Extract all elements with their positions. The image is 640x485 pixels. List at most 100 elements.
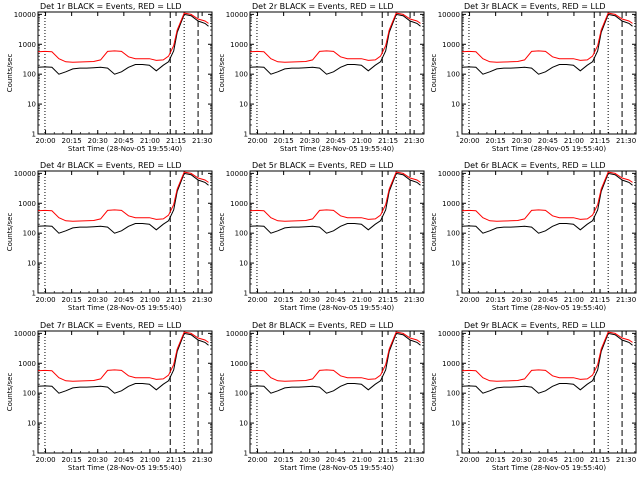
x-tick-label: 21:15 [166,137,186,145]
panel-title: Det 1r BLACK = Events, RED = LLD [40,2,182,11]
x-tick-label: 20:45 [326,137,346,145]
x-tick-label: 21:15 [590,296,610,304]
y-tick-label: 100 [447,230,460,238]
x-tick-label: 20:00 [247,296,267,304]
y-tick-label: 1 [456,131,460,139]
panel-title: Det 9r BLACK = Events, RED = LLD [464,321,606,330]
x-tick-label: 20:00 [35,296,55,304]
y-tick-label: 1 [244,131,248,139]
y-tick-label: 1 [32,290,36,298]
y-tick-label: 1000 [230,360,248,368]
x-tick-label: 20:00 [459,137,479,145]
y-tick-label: 1000 [230,41,248,49]
y-tick-label: 1 [456,290,460,298]
x-tick-label: 20:15 [486,296,506,304]
x-tick-label: 21:30 [404,456,424,464]
y-tick-label: 10 [239,420,248,428]
y-tick-label: 10000 [226,11,248,19]
y-tick-label: 10 [451,260,460,268]
x-tick-label: 20:45 [538,456,558,464]
y-tick-label: 1 [244,450,248,458]
y-axis-label: Counts/sec [430,213,438,252]
events-series-line [250,13,421,75]
y-tick-label: 10000 [14,11,36,19]
events-series-line [462,172,633,234]
y-tick-label: 1000 [230,200,248,208]
x-tick-label: 20:30 [300,456,320,464]
events-series-line [38,13,209,75]
x-tick-label: 20:30 [512,296,532,304]
x-tick-label: 21:15 [378,456,398,464]
x-tick-label: 20:15 [62,137,82,145]
x-tick-label: 20:00 [247,456,267,464]
x-tick-label: 21:15 [590,137,610,145]
x-tick-label: 20:45 [538,296,558,304]
x-tick-label: 20:45 [114,137,134,145]
chart-panel: Det 8r BLACK = Events, RED = LLD 1 10 100 10… [218,321,425,472]
y-axis-label: Counts/sec [6,373,14,412]
y-tick-label: 100 [23,230,36,238]
y-tick-label: 10000 [438,330,460,338]
plot-frame [249,170,425,294]
lld-series-line [462,171,633,222]
chart-panel: Det 5r BLACK = Events, RED = LLD 1 10 100 10… [218,161,425,312]
x-tick-label: 21:30 [192,456,212,464]
events-series-line [38,172,209,234]
panel-title: Det 5r BLACK = Events, RED = LLD [252,161,394,170]
series-group [250,12,421,75]
plot-frame [249,330,425,454]
x-tick-label: 20:15 [274,137,294,145]
y-tick-label: 1 [456,450,460,458]
x-tick-label: 20:30 [512,137,532,145]
panel-title: Det 2r BLACK = Events, RED = LLD [252,2,394,11]
x-tick-label: 21:15 [166,456,186,464]
y-tick-label: 10 [239,101,248,109]
y-tick-label: 1 [244,290,248,298]
x-tick-label: 20:45 [114,456,134,464]
x-tick-label: 20:00 [459,456,479,464]
x-axis-label: Start Time (28-Nov-05 19:55:40) [280,464,394,472]
x-tick-label: 20:15 [274,296,294,304]
x-tick-label: 21:00 [564,137,584,145]
x-tick-label: 20:30 [88,137,108,145]
x-tick-label: 21:00 [352,296,372,304]
x-tick-label: 20:15 [486,137,506,145]
x-tick-label: 21:30 [404,137,424,145]
y-tick-label: 100 [23,71,36,79]
chart-panel: Det 2r BLACK = Events, RED = LLD 1 10 100 10… [218,2,425,153]
x-tick-label: 21:30 [616,456,636,464]
y-tick-label: 10000 [14,330,36,338]
x-tick-label: 20:30 [512,456,532,464]
lld-series-line [462,12,633,63]
y-tick-label: 100 [23,390,36,398]
panel-title: Det 3r BLACK = Events, RED = LLD [464,2,606,11]
y-tick-label: 10000 [14,170,36,178]
y-axis-label: Counts/sec [218,373,226,412]
series-group [462,331,633,394]
x-tick-label: 20:15 [62,456,82,464]
y-tick-label: 10000 [226,330,248,338]
x-tick-label: 21:30 [192,137,212,145]
lld-series-line [250,171,421,222]
x-tick-label: 21:00 [140,456,160,464]
x-tick-label: 21:00 [352,137,372,145]
x-tick-label: 21:15 [166,296,186,304]
x-tick-label: 21:15 [590,456,610,464]
events-series-line [250,332,421,394]
series-group [38,12,209,75]
chart-panel: Det 6r BLACK = Events, RED = LLD 1 10 100 10… [430,161,637,312]
x-tick-label: 21:30 [192,296,212,304]
y-axis-label: Counts/sec [218,213,226,252]
lld-series-line [250,12,421,63]
y-tick-label: 1000 [442,41,460,49]
lld-series-line [250,331,421,382]
series-group [250,171,421,234]
series-group [250,331,421,394]
x-tick-label: 20:30 [88,296,108,304]
x-tick-label: 20:00 [35,137,55,145]
x-tick-label: 20:15 [62,296,82,304]
x-tick-label: 21:15 [378,296,398,304]
x-tick-label: 20:45 [114,296,134,304]
